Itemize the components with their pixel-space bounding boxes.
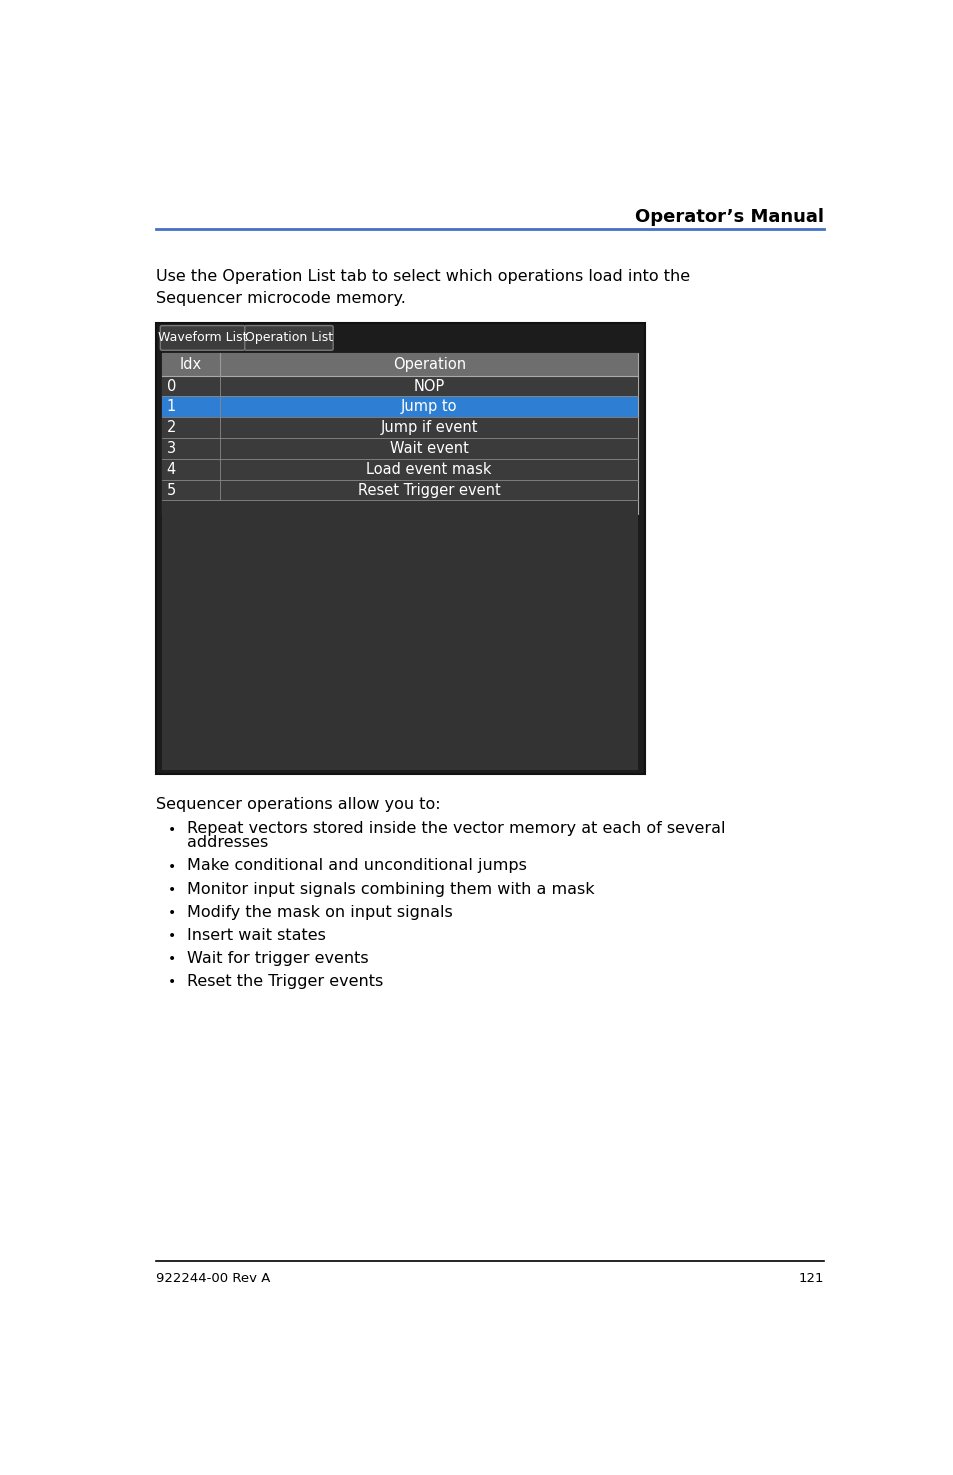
Bar <box>155 323 644 774</box>
Text: addresses: addresses <box>187 835 269 851</box>
Text: •: • <box>168 906 176 920</box>
Text: Sequencer operations allow you to:: Sequencer operations allow you to: <box>155 796 440 811</box>
Text: 922244-00 Rev A: 922244-00 Rev A <box>155 1271 270 1285</box>
Bar <box>162 417 638 438</box>
Text: Insert wait states: Insert wait states <box>187 928 326 943</box>
Text: 2: 2 <box>167 420 175 435</box>
Text: NOP: NOP <box>414 379 444 394</box>
Text: Make conditional and unconditional jumps: Make conditional and unconditional jumps <box>187 858 527 873</box>
Text: •: • <box>168 860 176 875</box>
Bar <box>162 353 638 515</box>
Text: Repeat vectors stored inside the vector memory at each of several: Repeat vectors stored inside the vector … <box>187 822 725 836</box>
Text: •: • <box>168 823 176 836</box>
Text: Load event mask: Load event mask <box>366 462 492 476</box>
Text: Idx: Idx <box>180 357 202 372</box>
FancyBboxPatch shape <box>160 326 245 350</box>
Bar <box>162 397 638 417</box>
Bar <box>162 500 638 770</box>
Text: Wait event: Wait event <box>390 441 468 456</box>
Text: Reset Trigger event: Reset Trigger event <box>357 482 500 497</box>
Text: •: • <box>168 975 176 990</box>
Text: Use the Operation List tab to select which operations load into the: Use the Operation List tab to select whi… <box>155 270 689 285</box>
Text: •: • <box>168 929 176 944</box>
Text: Jump if event: Jump if event <box>380 420 477 435</box>
Text: Monitor input signals combining them with a mask: Monitor input signals combining them wit… <box>187 882 595 897</box>
Text: •: • <box>168 953 176 966</box>
Bar <box>162 376 638 397</box>
Bar <box>162 438 638 459</box>
Text: 3: 3 <box>167 441 175 456</box>
Text: •: • <box>168 884 176 897</box>
Text: Jump to: Jump to <box>400 400 457 414</box>
Text: 0: 0 <box>167 379 175 394</box>
Text: Sequencer microcode memory.: Sequencer microcode memory. <box>155 291 405 305</box>
FancyBboxPatch shape <box>245 326 333 350</box>
Text: 121: 121 <box>799 1271 823 1285</box>
Bar <box>162 353 638 376</box>
Text: 1: 1 <box>167 400 175 414</box>
Text: Operation: Operation <box>393 357 465 372</box>
Text: Operator’s Manual: Operator’s Manual <box>635 208 823 226</box>
Text: Modify the mask on input signals: Modify the mask on input signals <box>187 904 453 919</box>
Text: 4: 4 <box>167 462 175 476</box>
Text: Operation List: Operation List <box>245 332 333 345</box>
Bar <box>162 479 638 500</box>
Text: Wait for trigger events: Wait for trigger events <box>187 951 369 966</box>
Text: Waveform List: Waveform List <box>157 332 247 345</box>
Text: 5: 5 <box>167 482 175 497</box>
Bar <box>162 459 638 479</box>
Text: Reset the Trigger events: Reset the Trigger events <box>187 974 383 988</box>
